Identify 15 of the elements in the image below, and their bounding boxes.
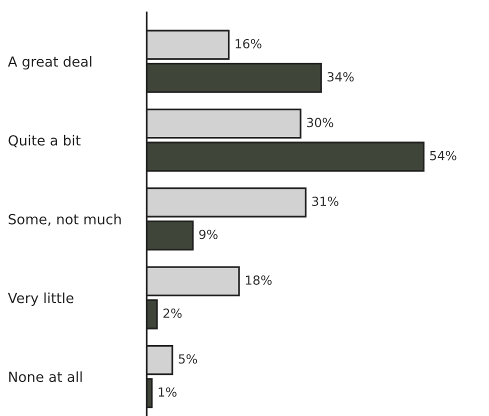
data-label: 30% (307, 118, 334, 128)
y-tick-label: Very little (8, 292, 74, 306)
data-label: 34% (328, 72, 354, 82)
data-label: 2% (163, 308, 182, 318)
data-label: 54% (430, 150, 456, 160)
data-label: 16% (236, 38, 262, 48)
data-label: 31% (312, 196, 338, 206)
data-label: 5% (178, 354, 198, 364)
y-tick-label: None at all (9, 371, 82, 382)
data-label: 1% (158, 387, 177, 397)
data-label: 9% (199, 230, 218, 240)
y-tick-label: A great deal (8, 56, 92, 70)
y-tick-label: Quite a bit (8, 134, 81, 148)
y-tick-label: Some, not much (8, 214, 121, 226)
data-label: 18% (246, 275, 272, 285)
